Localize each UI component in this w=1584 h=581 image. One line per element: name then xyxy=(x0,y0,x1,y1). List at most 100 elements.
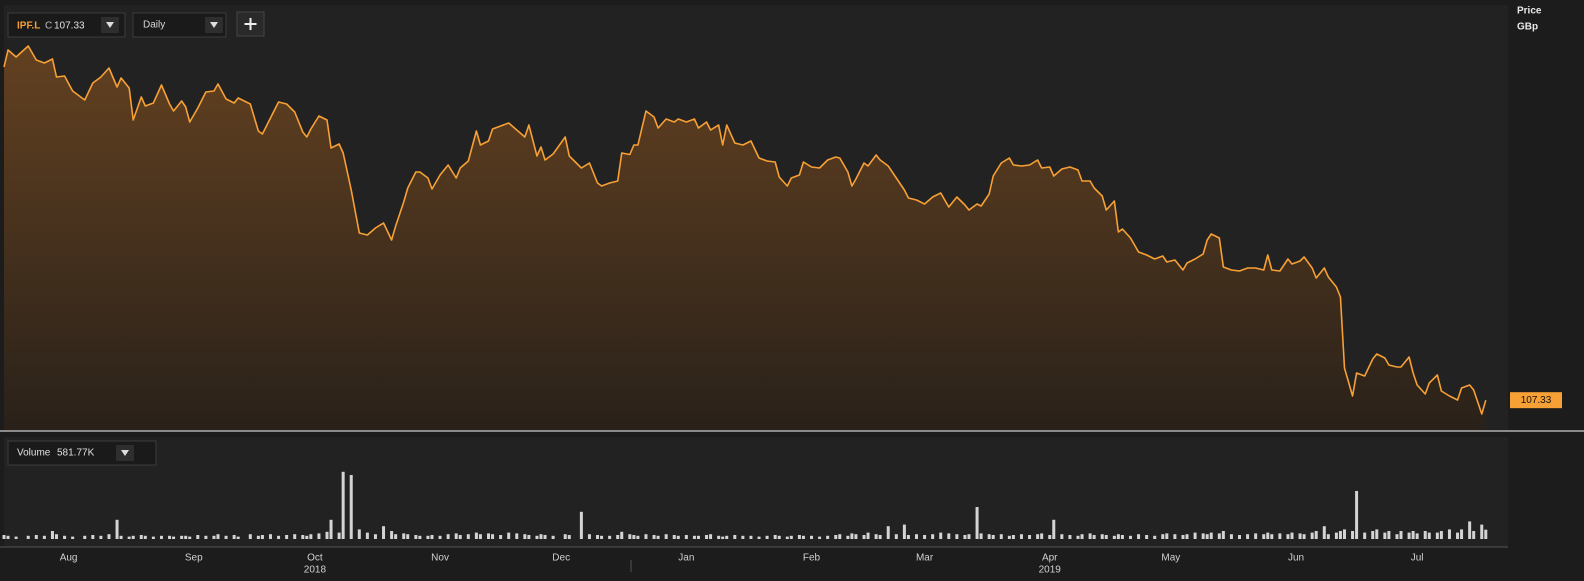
volume-bar xyxy=(1238,535,1242,539)
volume-bar xyxy=(810,535,814,539)
labels-layer: 107.33 Aug Sep Oct Nov Dec Jan Feb Mar Apr May Jun J… xyxy=(60,392,1562,576)
dropdown-arrow xyxy=(210,22,218,28)
volume-bar xyxy=(551,535,555,539)
volume-bar xyxy=(277,535,281,539)
volume-bar xyxy=(1351,531,1355,539)
volume-bar xyxy=(1472,531,1476,539)
volume-bar xyxy=(579,511,583,539)
volume-bar xyxy=(204,535,208,539)
volume-bar xyxy=(184,535,188,539)
volume-bar xyxy=(1040,533,1044,539)
volume-bar xyxy=(1076,535,1080,539)
volume-bar xyxy=(906,535,910,539)
volume-bar xyxy=(260,535,264,539)
volume-bar xyxy=(1278,533,1282,539)
volume-bar xyxy=(99,535,103,539)
volume-bar xyxy=(1435,532,1439,539)
volume-bar xyxy=(846,535,850,539)
ticker: IPF.L xyxy=(17,21,40,32)
volume-bar xyxy=(373,534,377,539)
x-tick-label: Jan xyxy=(678,553,694,564)
volume-bar xyxy=(535,535,539,539)
price-axis-title: Price xyxy=(1517,6,1542,17)
volume-bar xyxy=(127,536,131,539)
volume-header: Volume 581.77K xyxy=(7,440,157,466)
volume-bar xyxy=(180,535,184,539)
volume-bar xyxy=(1193,532,1197,539)
volume-bar xyxy=(1468,521,1472,539)
volume-bar xyxy=(692,535,696,539)
volume-bar xyxy=(107,534,111,539)
volume-bar xyxy=(797,535,801,539)
volume-bar xyxy=(357,529,361,539)
volume-bar xyxy=(850,533,854,539)
volume-bar xyxy=(1371,531,1375,539)
x-tick-label: Feb xyxy=(803,553,821,564)
volume-bar xyxy=(418,535,422,539)
volume-bar xyxy=(1395,534,1399,539)
volume-bar xyxy=(329,519,333,539)
volume-bar xyxy=(1145,535,1149,539)
volume-bar xyxy=(1060,534,1064,539)
volume-bar xyxy=(923,535,927,539)
year-label: 2019 xyxy=(1039,565,1062,576)
interval: Daily xyxy=(143,20,165,31)
price-line xyxy=(3,45,1487,415)
x-tick-label: Jul xyxy=(1411,553,1424,564)
volume-bar xyxy=(1104,535,1108,539)
dropdown-arrow xyxy=(121,450,129,456)
volume-bar xyxy=(765,535,769,539)
last-price-tag xyxy=(1510,392,1562,409)
volume-bar xyxy=(54,534,58,539)
volume-last: 581.77K xyxy=(57,448,95,459)
volume-bar xyxy=(341,471,345,539)
volume-bar xyxy=(1423,531,1427,539)
x-tick-label: May xyxy=(1161,553,1180,564)
volume-bar xyxy=(773,535,777,539)
volume-bar xyxy=(293,534,297,539)
volume-bar xyxy=(717,535,721,539)
volume-bar xyxy=(1314,531,1318,539)
year-label: 2018 xyxy=(304,565,327,576)
volume-bar xyxy=(1048,535,1052,539)
volume-bar xyxy=(268,534,272,539)
volume-bar xyxy=(34,535,38,539)
volume-bar xyxy=(1387,531,1391,539)
x-tick-label: Sep xyxy=(185,553,203,564)
volume-bar xyxy=(1342,529,1346,539)
volume-bar xyxy=(991,535,995,539)
volume-bar xyxy=(1153,535,1157,539)
volume-bar xyxy=(676,535,680,539)
volume-bar xyxy=(1407,532,1411,539)
volume-bar xyxy=(2,535,6,539)
volume-bar xyxy=(874,534,878,539)
volume-bar xyxy=(1036,534,1040,539)
volume-bar xyxy=(325,531,329,539)
volume-bar xyxy=(317,533,321,539)
volume-bar xyxy=(285,535,289,539)
volume-bar xyxy=(337,532,341,539)
volume-bar xyxy=(143,535,147,539)
volume-bar xyxy=(1217,533,1221,539)
volume-bar xyxy=(1310,532,1314,539)
volume-bar xyxy=(83,535,87,539)
volume-bar xyxy=(866,532,870,539)
volume-bar xyxy=(862,535,866,539)
x-tick-label: Jun xyxy=(1288,553,1304,564)
volume-bar xyxy=(587,534,591,539)
volume-bar xyxy=(1456,532,1460,539)
volume-bar xyxy=(709,534,713,539)
volume-bar xyxy=(975,507,979,539)
volume-bar xyxy=(563,534,567,539)
volume-bar xyxy=(1399,531,1403,539)
volume-bar xyxy=(1068,535,1072,539)
volume-bar xyxy=(507,532,511,539)
volume-bar xyxy=(955,534,959,539)
volume-bar xyxy=(91,535,95,539)
volume-bar xyxy=(608,535,612,539)
volume-bar xyxy=(151,536,155,539)
volume-bar xyxy=(1262,534,1266,539)
x-tick-label: Dec xyxy=(552,553,570,564)
volume-bar xyxy=(1007,535,1011,539)
